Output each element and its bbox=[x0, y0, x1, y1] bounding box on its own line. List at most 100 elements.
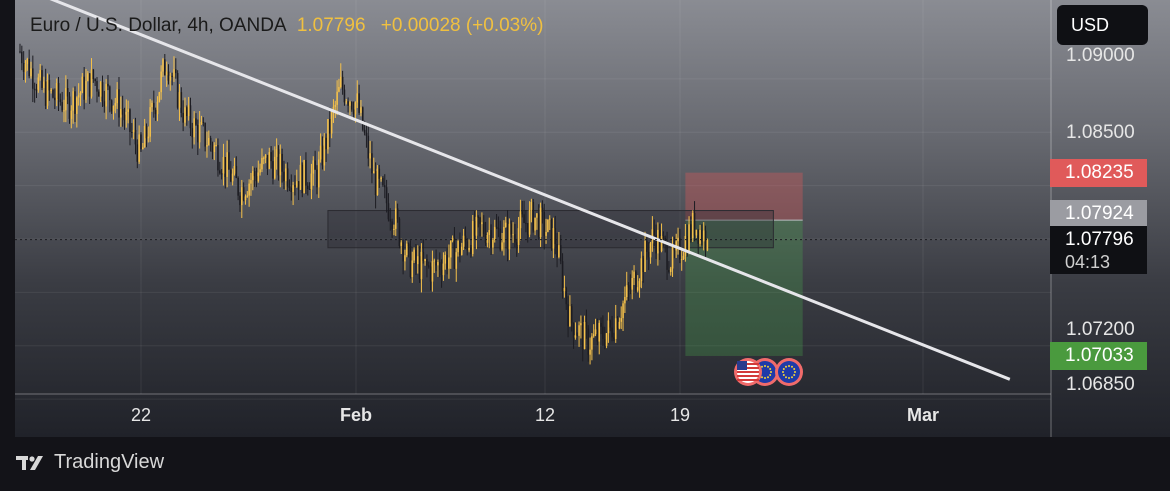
candle-body bbox=[616, 318, 619, 329]
candle-body bbox=[372, 171, 375, 174]
candle-body bbox=[103, 101, 106, 107]
candle-body bbox=[74, 91, 76, 114]
candle-body bbox=[132, 129, 135, 133]
candle-body bbox=[59, 99, 62, 103]
candle-body bbox=[96, 81, 98, 92]
tradingview-footer[interactable]: TradingView bbox=[16, 451, 164, 474]
entry-price-label: 1.07924 bbox=[1050, 200, 1147, 228]
candle-body bbox=[374, 171, 377, 196]
candle-body bbox=[101, 82, 104, 102]
candle-body bbox=[63, 110, 65, 112]
candle-body bbox=[514, 234, 516, 243]
candle-body bbox=[405, 243, 408, 256]
candle-body bbox=[471, 221, 474, 255]
candle-body bbox=[66, 87, 69, 97]
last-price: 1.07796 bbox=[296, 15, 366, 36]
candle-body bbox=[306, 185, 309, 189]
candle-body bbox=[561, 261, 564, 292]
candle-body bbox=[186, 107, 188, 117]
candle-body bbox=[215, 145, 217, 147]
candle-body bbox=[275, 149, 278, 157]
candle-body bbox=[475, 216, 478, 236]
candle-body bbox=[167, 71, 170, 81]
candle-body bbox=[231, 173, 234, 182]
candle-body bbox=[646, 240, 648, 252]
candle-body bbox=[244, 196, 247, 201]
candle-body bbox=[466, 241, 469, 251]
candle-body bbox=[250, 180, 252, 184]
candle-body bbox=[583, 321, 586, 350]
candle-body bbox=[77, 95, 80, 98]
candle-body bbox=[229, 169, 232, 182]
candle-body bbox=[699, 229, 701, 244]
candle-body bbox=[145, 125, 148, 139]
candle-body bbox=[519, 211, 522, 229]
candle-body bbox=[176, 73, 179, 108]
candle-body bbox=[482, 222, 485, 234]
candle-body bbox=[684, 235, 687, 256]
candle-body bbox=[226, 152, 228, 177]
candle-body bbox=[629, 287, 632, 290]
current-price-label: 1.07796 bbox=[1050, 226, 1147, 254]
candle-body bbox=[627, 285, 630, 288]
candle-body bbox=[462, 235, 465, 247]
candle-body bbox=[413, 249, 415, 261]
x-tick-label: Feb bbox=[339, 405, 373, 425]
candle-body bbox=[691, 212, 694, 239]
candle-body bbox=[369, 153, 371, 159]
candle-body bbox=[295, 181, 298, 187]
currency-button[interactable]: USD bbox=[1057, 5, 1148, 45]
candle-body bbox=[345, 101, 348, 103]
symbol-title: Euro / U.S. Dollar, 4h, OANDA bbox=[30, 15, 286, 36]
candle-body bbox=[580, 323, 582, 326]
candle-body bbox=[107, 83, 109, 87]
candle-body bbox=[72, 91, 74, 111]
candle-body bbox=[87, 73, 89, 81]
candle-body bbox=[316, 169, 318, 188]
candle-body bbox=[446, 254, 448, 269]
candle-body bbox=[92, 69, 95, 80]
candle-body bbox=[32, 68, 34, 89]
y-tick-label: 1.06850 bbox=[1066, 374, 1135, 395]
candle-body bbox=[636, 287, 639, 291]
candle-body bbox=[644, 240, 646, 272]
candle-body bbox=[257, 172, 260, 182]
candle-body bbox=[455, 252, 458, 269]
candle-body bbox=[41, 70, 43, 88]
candle-body bbox=[268, 152, 271, 169]
candle-body bbox=[655, 235, 657, 254]
candle-body bbox=[605, 333, 608, 346]
chart-panel[interactable] bbox=[15, 0, 1170, 437]
candle-body bbox=[116, 89, 118, 104]
candle-body bbox=[444, 254, 447, 264]
candle-body bbox=[536, 213, 538, 218]
candle-body bbox=[217, 145, 219, 171]
candle-body bbox=[358, 93, 360, 113]
candle-body bbox=[131, 131, 133, 133]
candle-body bbox=[435, 260, 437, 266]
candle-body bbox=[99, 82, 102, 97]
candle-body bbox=[55, 82, 58, 101]
candle-body bbox=[609, 320, 612, 328]
candle-body bbox=[438, 262, 441, 270]
candle-body bbox=[233, 165, 236, 174]
candle-body bbox=[481, 222, 483, 225]
candle-body bbox=[327, 119, 329, 150]
candle-body bbox=[613, 337, 615, 339]
x-tick-label: 12 bbox=[534, 405, 556, 425]
candle-body bbox=[361, 107, 364, 130]
candle-body bbox=[376, 168, 379, 196]
candle-body bbox=[83, 76, 85, 100]
candle-body bbox=[43, 81, 45, 88]
candle-body bbox=[558, 245, 560, 258]
candle-body bbox=[138, 134, 140, 162]
candle-body bbox=[426, 259, 428, 266]
candle-body bbox=[695, 229, 698, 236]
candle-body bbox=[521, 211, 524, 215]
candle-body bbox=[600, 322, 602, 327]
candle-body bbox=[81, 76, 84, 93]
candle-body bbox=[686, 235, 689, 253]
candle-body bbox=[668, 269, 670, 272]
candle-body bbox=[308, 188, 311, 190]
